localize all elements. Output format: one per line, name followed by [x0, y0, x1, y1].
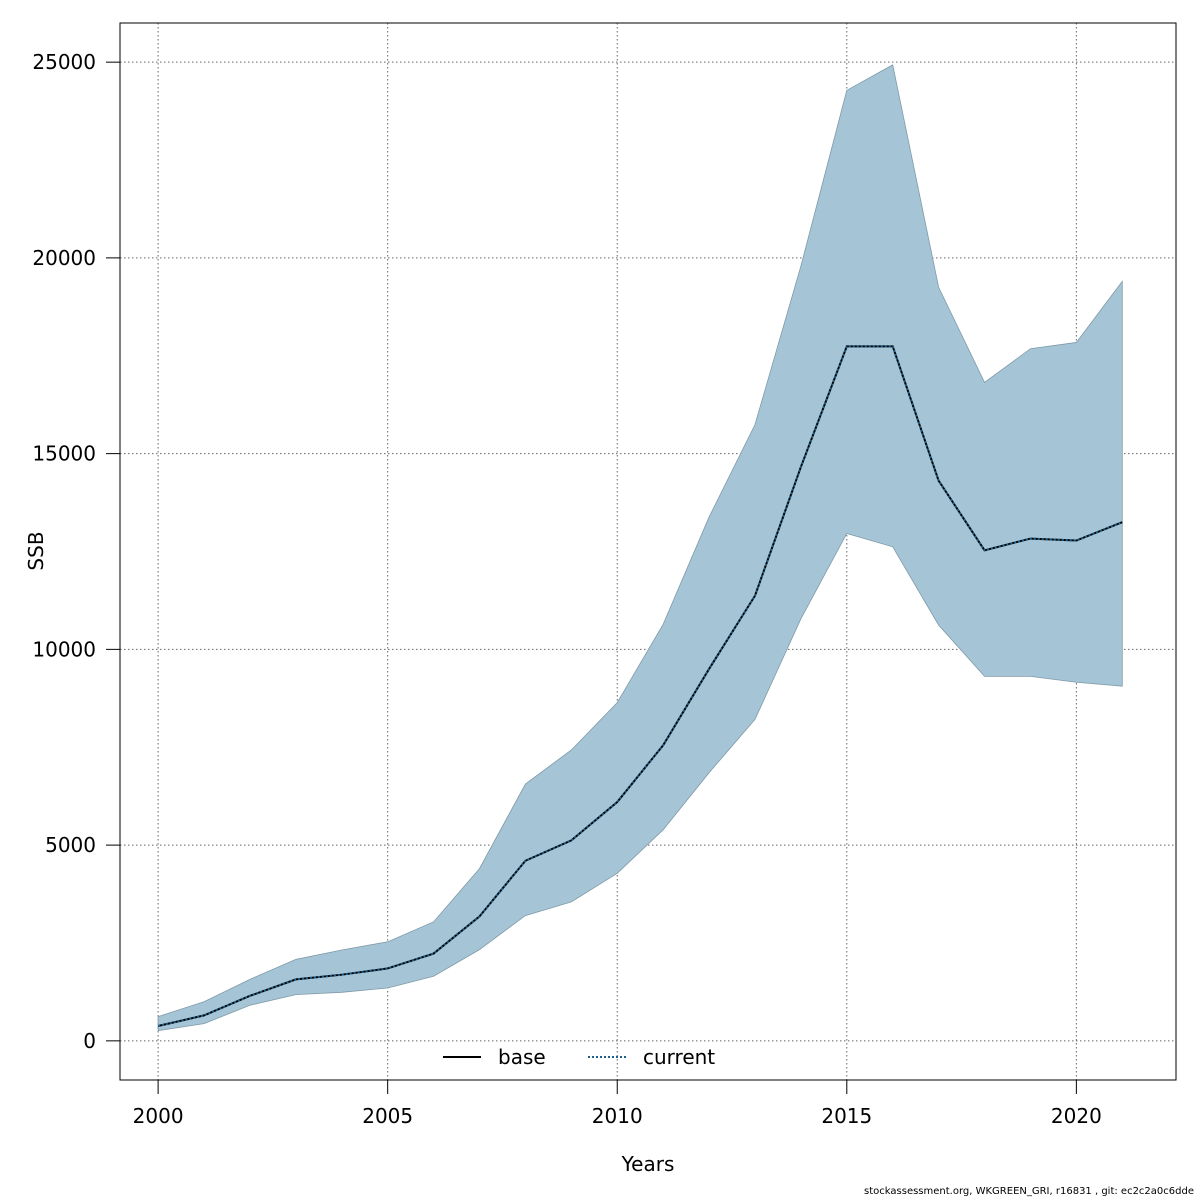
y-tick-label: 10000: [32, 637, 96, 661]
x-tick-label: 2005: [362, 1104, 413, 1128]
x-tick-label: 2020: [1051, 1104, 1102, 1128]
series-lines: [157, 345, 1123, 1027]
y-tick-label: 20000: [32, 246, 96, 270]
y-tick-label: 15000: [32, 442, 96, 466]
confidence-band-layer: [157, 64, 1123, 1032]
y-tick-label: 5000: [45, 833, 96, 857]
x-tick-label: 2000: [133, 1104, 184, 1128]
x-axis: 2000 2005 2010 2015 2020: [133, 1079, 1102, 1128]
legend-label-base: base: [498, 1045, 546, 1069]
y-tick-label: 25000: [32, 50, 96, 74]
x-tick-label: 2015: [821, 1104, 872, 1128]
x-axis-title: Years: [621, 1152, 675, 1176]
footer-credit: stockassessment.org, WKGREEN_GRI, r16831…: [864, 1186, 1194, 1197]
y-tick-label: 0: [83, 1029, 96, 1053]
y-axis: 0 5000 10000 15000 20000 25000: [32, 50, 121, 1053]
confidence-band: [157, 64, 1123, 1032]
x-tick-label: 2010: [592, 1104, 643, 1128]
legend: base current: [443, 1045, 715, 1069]
y-axis-title: SSB: [24, 531, 48, 570]
legend-label-current: current: [643, 1045, 715, 1069]
series-line-current: [157, 345, 1123, 1027]
